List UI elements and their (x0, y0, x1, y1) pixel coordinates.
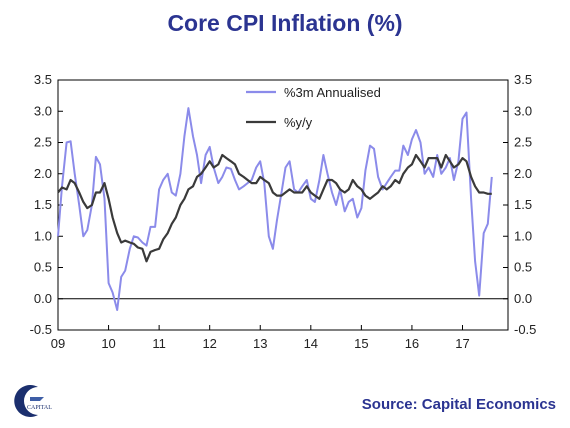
y-tick-label-left: 2.5 (34, 135, 52, 150)
plot-frame (57, 79, 509, 331)
logo-text: CAPITAL (27, 405, 52, 411)
y-tick-label-right: 0.5 (514, 260, 532, 275)
y-tick-label-right: 0.0 (514, 291, 532, 306)
y-tick-label-left: 1.0 (34, 228, 52, 243)
x-tick-label: 15 (354, 336, 368, 351)
x-tick-label: 11 (152, 336, 166, 351)
y-tick-label-right: 3.0 (514, 103, 532, 118)
chart-title: Core CPI Inflation (%) (167, 10, 403, 36)
y-tick-label-right: 2.0 (514, 166, 532, 181)
capital-economics-logo: CAPITAL (14, 385, 52, 417)
y-tick-label-left: 0.0 (34, 291, 52, 306)
y-tick-label-right: 1.0 (514, 228, 532, 243)
x-tick-label: 16 (405, 336, 419, 351)
y-tick-label-right: 3.5 (514, 72, 532, 87)
y-tick-label-left: 3.0 (34, 103, 52, 118)
y-tick-label-right: 2.5 (514, 135, 532, 150)
y-tick-label-left: 0.5 (34, 260, 52, 275)
logo-accent-icon (30, 397, 44, 401)
legend-label-1: %3m Annualised (284, 85, 381, 100)
series-lines (57, 107, 493, 311)
axes (57, 79, 509, 331)
legend-label-2: %y/y (284, 115, 313, 130)
y-tick-label-left: -0.5 (30, 322, 52, 337)
tick-labels: -0.5 -0.5 0.0 0.0 0.5 0.5 1.0 1.0 1.5 1.5 2.0 2.0 2.… (30, 72, 537, 351)
x-tick-label: 10 (101, 336, 115, 351)
y-tick-label-right: 1.5 (514, 197, 532, 212)
y-tick-label-right: -0.5 (514, 322, 536, 337)
x-tick-label: 12 (202, 336, 216, 351)
source-note: Source: Capital Economics (361, 396, 556, 413)
x-tick-label: 09 (51, 336, 65, 351)
x-tick-label: 17 (455, 336, 469, 351)
x-tick-label: 14 (304, 336, 318, 351)
series-line-2 (57, 153, 492, 263)
y-tick-label-left: 1.5 (34, 197, 52, 212)
chart-canvas: -0.5 -0.5 0.0 0.0 0.5 0.5 1.0 1.0 1.5 1.5 2.0 2.0 2.… (30, 72, 537, 351)
series-line-1 (57, 107, 493, 311)
y-tick-label-left: 3.5 (34, 72, 52, 87)
x-tick-label: 13 (253, 336, 267, 351)
legend: %3m Annualised %y/y (246, 85, 381, 130)
y-tick-label-left: 2.0 (34, 166, 52, 181)
logo-swoosh-icon (14, 385, 38, 417)
